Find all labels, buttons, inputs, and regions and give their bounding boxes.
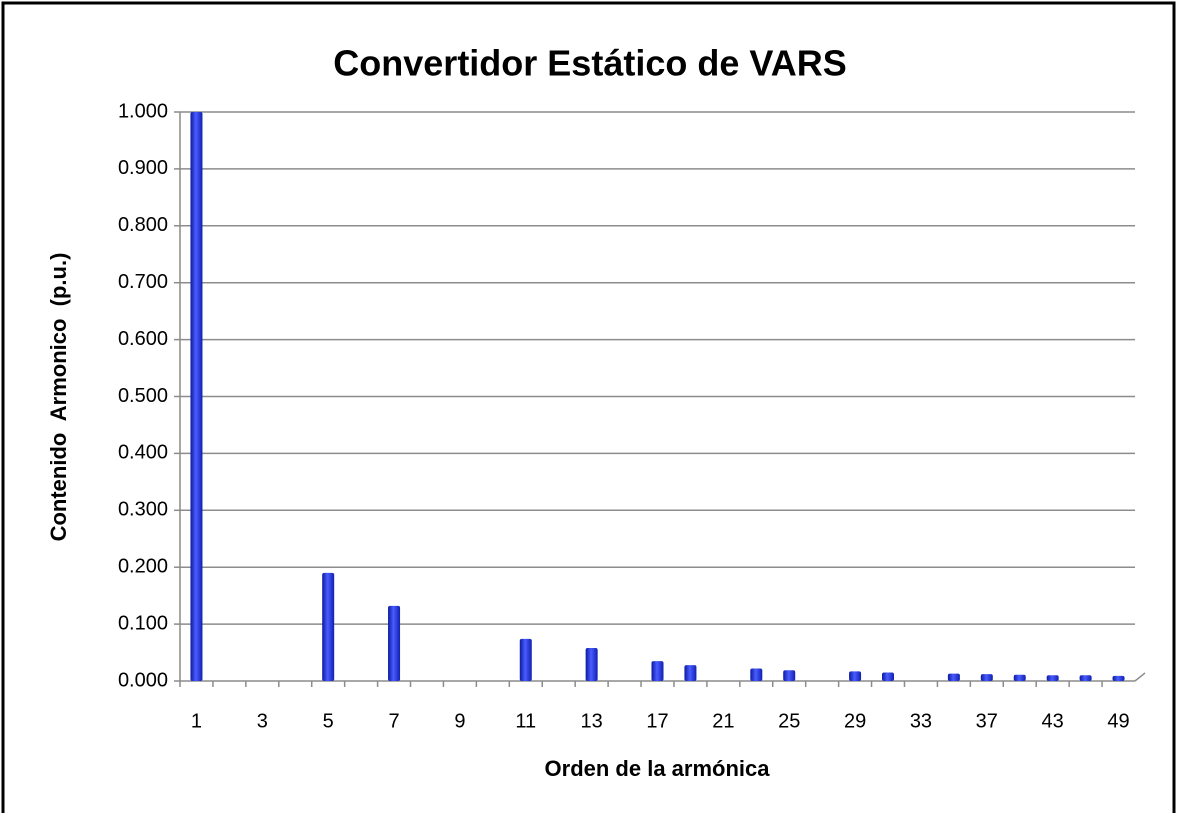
x-tick-label: 3: [257, 710, 268, 732]
bar: [1013, 674, 1026, 681]
bar: [750, 668, 763, 681]
bar: [585, 647, 598, 681]
x-tick-label: 5: [323, 710, 334, 732]
bar: [190, 112, 203, 681]
bar: [684, 665, 697, 681]
x-tick-label: 43: [1042, 710, 1064, 732]
y-tick-label: 0.100: [118, 612, 168, 634]
y-tick-label: 1.000: [118, 100, 168, 122]
x-tick-label: 11: [515, 710, 536, 732]
x-tick-label: 49: [1107, 710, 1129, 732]
bar: [980, 674, 993, 681]
y-tick-label: 0.600: [118, 328, 168, 350]
x-tick-label: 1: [191, 710, 202, 732]
bar: [783, 670, 796, 681]
y-tick-label: 0.900: [118, 157, 168, 179]
bar: [519, 638, 532, 681]
bar: [388, 605, 401, 681]
chart-title: Convertidor Estático de VARS: [333, 43, 846, 84]
x-tick-label: 9: [454, 710, 465, 732]
x-tick-label: 13: [581, 710, 603, 732]
x-tick-label: 21: [712, 710, 734, 732]
x-tick-label: 25: [778, 710, 800, 732]
bar: [882, 672, 895, 681]
y-tick-label: 0.700: [118, 271, 168, 293]
x-axis-label: Orden de la armónica: [545, 756, 771, 781]
bar: [1112, 675, 1125, 681]
bar: [1079, 675, 1092, 681]
x-tick-label: 29: [844, 710, 866, 732]
x-tick-label: 7: [388, 710, 399, 732]
y-tick-label: 0.500: [118, 385, 168, 407]
x-axis-floor: [1134, 672, 1146, 682]
y-tick-label: 0.400: [118, 442, 168, 464]
x-tick-label: 17: [646, 710, 668, 732]
bar: [849, 671, 862, 681]
y-tick-label: 0.000: [118, 669, 168, 691]
y-tick-label: 0.300: [118, 499, 168, 521]
x-tick-label: 33: [910, 710, 932, 732]
bar: [651, 661, 664, 681]
x-tick-label: 37: [976, 710, 998, 732]
bar: [1046, 675, 1059, 681]
bar: [947, 673, 960, 681]
bar: [322, 572, 335, 681]
y-tick-label: 0.200: [118, 555, 168, 577]
y-tick-label: 0.800: [118, 214, 168, 236]
y-axis-label: Contenido Armonico (p.u.): [46, 253, 71, 542]
